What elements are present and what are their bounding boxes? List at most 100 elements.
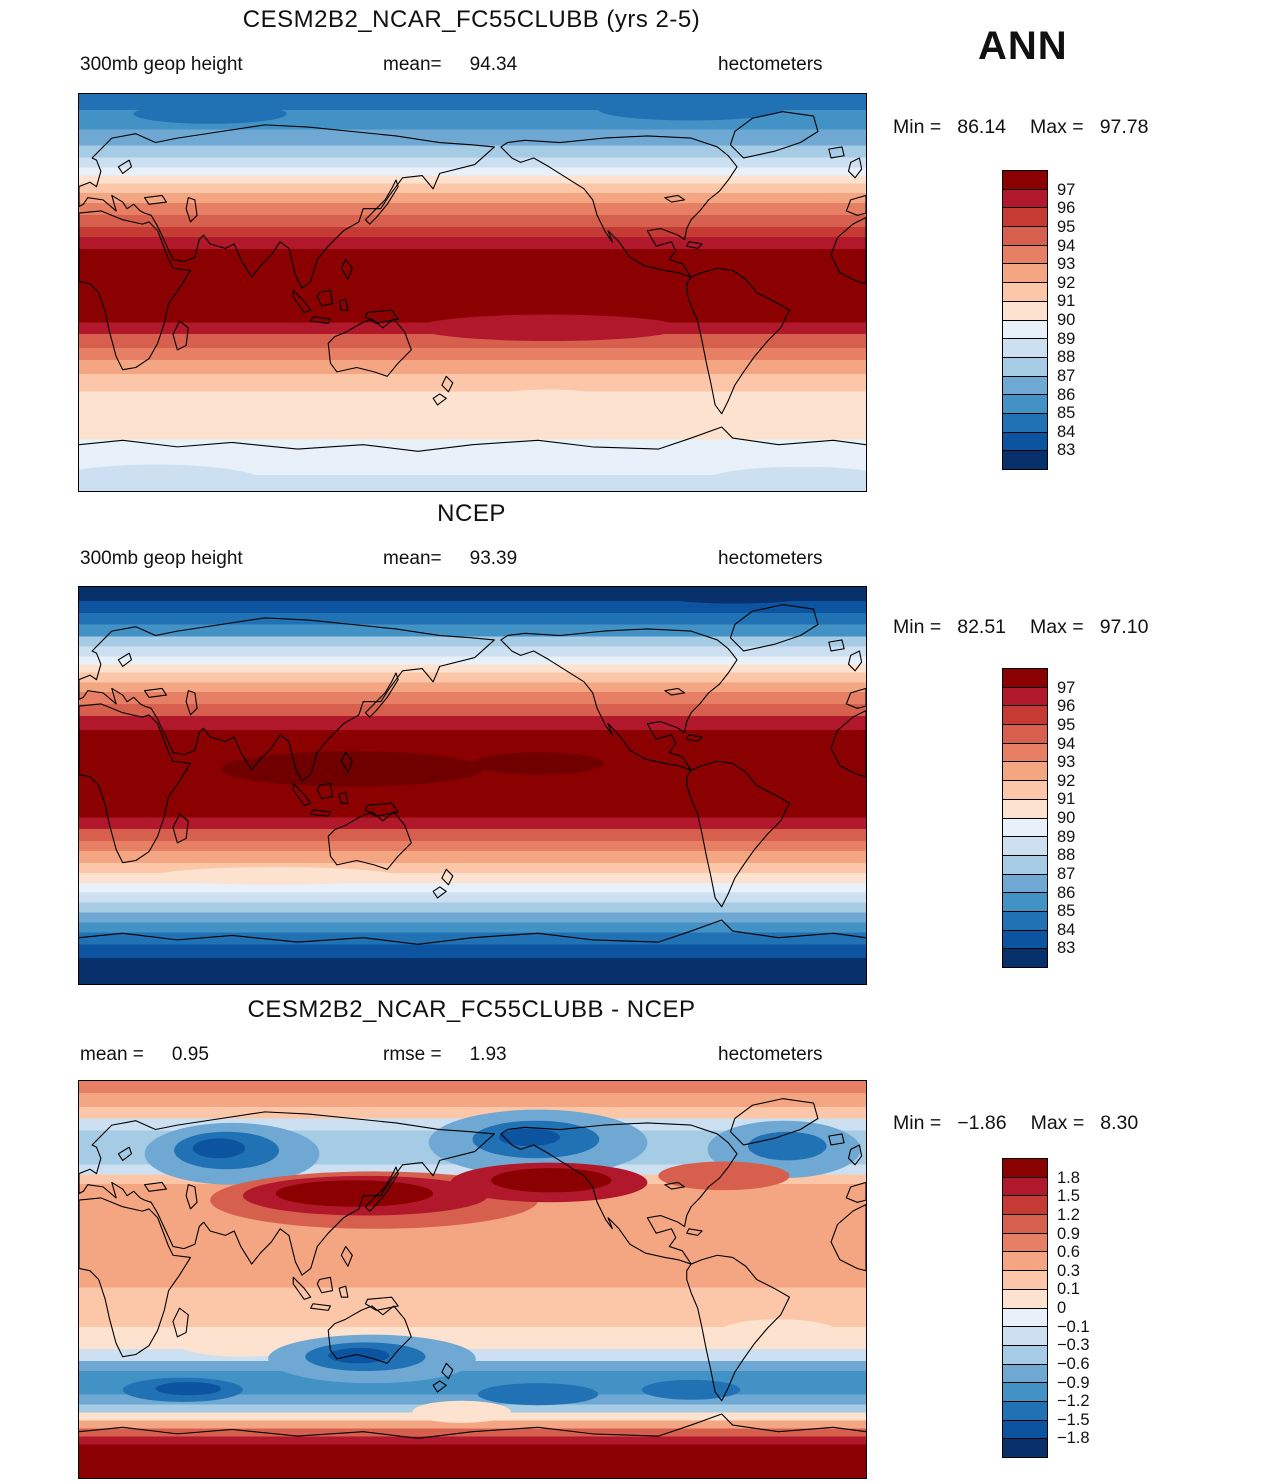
colorbar-cell: [1003, 705, 1047, 725]
colorbar-cell: [1003, 338, 1047, 357]
colorbar-tick-label: 93: [1057, 752, 1076, 771]
colorbar-tick-label: 1.8: [1057, 1168, 1080, 1187]
colorbar-tick-label: 83: [1057, 441, 1076, 460]
field-label: 300mb geop height: [80, 54, 243, 75]
colorbar-cell: [1003, 1159, 1047, 1177]
colorbar-tick-label: −0.9: [1057, 1373, 1090, 1392]
min-value: 86.14: [957, 116, 1007, 138]
colorbar-cell: [1003, 1270, 1047, 1289]
anomaly-blobs: [79, 98, 866, 491]
colorbar-tick-label: 94: [1057, 236, 1076, 255]
min-label: Min =: [893, 616, 942, 638]
world-map-svg: [79, 94, 866, 491]
colorbar-cell: [1003, 892, 1047, 911]
panel-title: NCEP: [437, 500, 506, 527]
colorbar-cell: [1003, 1214, 1047, 1233]
colorbar-cell: [1003, 1232, 1047, 1252]
colorbar-cell: [1003, 263, 1047, 283]
panel-title: CESM2B2_NCAR_FC55CLUBB (yrs 2-5): [242, 6, 701, 33]
colorbar-tick-label: 0.3: [1057, 1261, 1080, 1280]
colorbar-tick-label: 89: [1057, 827, 1076, 846]
colorbar: 97 96 95 94 93 92 91 90 89 88 87 86 85 84 83: [1002, 668, 1075, 968]
colorbar-cell: [1003, 412, 1047, 432]
colorbar-cell: [1003, 1363, 1047, 1383]
colorbar-tick-label: 86: [1057, 883, 1076, 902]
colorbar-tick-label: −1.5: [1057, 1410, 1090, 1429]
min-value: −1.86: [957, 1112, 1007, 1134]
field-fill: [79, 587, 866, 984]
colorbar-tick-label: 86: [1057, 385, 1076, 404]
colorbar-cell: [1003, 817, 1047, 837]
map-diff: [78, 1080, 867, 1479]
colorbar-cell: [1003, 742, 1047, 762]
colorbar-cell: [1003, 686, 1047, 706]
max-value: 97.10: [1099, 616, 1149, 638]
colorbar-tick-label: 88: [1057, 348, 1076, 366]
colorbar-cell: [1003, 910, 1047, 930]
world-map-svg: [79, 1081, 866, 1478]
colorbar-tick-label: 1.2: [1057, 1205, 1080, 1224]
colorbar-tick-label: 96: [1057, 199, 1076, 217]
colorbar-cell: [1003, 854, 1047, 874]
mean-label: mean =: [80, 1044, 144, 1065]
colorbar-cell: [1003, 836, 1047, 855]
world-map-svg: [79, 587, 866, 984]
min-label: Min =: [893, 1112, 942, 1134]
field-fill: [79, 94, 866, 491]
max-label: Max =: [1030, 116, 1084, 138]
colorbar-cell: [1003, 669, 1047, 687]
colorbar: 97 96 95 94 93 92 91 90 89 88 87 86 85 84 83: [1002, 170, 1075, 470]
colorbar-cell: [1003, 300, 1047, 320]
minmax-line: Min = 86.14 Max = 97.78: [893, 116, 1149, 139]
colorbar-tick-label: 1.5: [1057, 1187, 1080, 1205]
colorbar-cell: [1003, 1307, 1047, 1327]
colorbar-cell: [1003, 1326, 1047, 1345]
field-label: 300mb geop height: [80, 548, 243, 569]
colorbar-tick-label: 84: [1057, 920, 1076, 939]
colorbar-cell: [1003, 761, 1047, 781]
max-value: 8.30: [1100, 1112, 1139, 1134]
panel-obs: NCEP 300mb geop height mean= 93.39 hectom…: [0, 494, 1285, 988]
colorbar-cell: [1003, 319, 1047, 339]
colorbar-tick-label: 91: [1057, 790, 1076, 809]
max-label: Max =: [1030, 1112, 1085, 1134]
colorbar-tick-label: 0: [1057, 1298, 1067, 1317]
colorbar-tick-label: 95: [1057, 217, 1076, 236]
units-label: hectometers: [718, 548, 823, 569]
colorbar-cell: [1003, 226, 1047, 245]
colorbar-cell: [1003, 1400, 1047, 1420]
minmax-line: Min = 82.51 Max = 97.10: [893, 616, 1149, 639]
colorbar-tick-label: 97: [1057, 180, 1076, 199]
colorbar-cell: [1003, 1419, 1047, 1439]
anomaly-blobs: [155, 588, 812, 885]
colorbar-tick-label: 96: [1057, 697, 1076, 715]
minmax-line: Min = −1.86 Max = 8.30: [893, 1112, 1138, 1135]
rmse-value: 1.93: [469, 1044, 507, 1065]
mean-value: 93.39: [469, 548, 518, 569]
min-value: 82.51: [957, 616, 1007, 638]
colorbar-tick-label: −0.3: [1057, 1336, 1090, 1354]
colorbar-tick-label: 84: [1057, 422, 1076, 441]
colorbar-cell: [1003, 1438, 1047, 1457]
colorbar-tick-label: 92: [1057, 273, 1076, 292]
colorbar-tick-label: 0.9: [1057, 1224, 1080, 1243]
colorbar-cell: [1003, 780, 1047, 799]
panel-model: CESM2B2_NCAR_FC55CLUBB (yrs 2-5) 300mb g…: [0, 0, 1285, 494]
colorbar-cell: [1003, 356, 1047, 376]
colorbar-cell: [1003, 188, 1047, 208]
max-label: Max =: [1030, 616, 1084, 638]
colorbar-cell: [1003, 244, 1047, 264]
colorbar-cell: [1003, 1176, 1047, 1196]
colorbar-cell: [1003, 1344, 1047, 1364]
colorbar-tick-label: −0.1: [1057, 1317, 1090, 1336]
mean-value: 0.95: [171, 1044, 209, 1065]
colorbar-tick-label: 85: [1057, 403, 1076, 422]
colorbar-cell: [1003, 1195, 1047, 1215]
max-value: 97.78: [1099, 116, 1149, 138]
colorbar-cell: [1003, 431, 1047, 451]
colorbar-tick-label: 83: [1057, 939, 1076, 958]
panel-title: CESM2B2_NCAR_FC55CLUBB - NCEP: [247, 996, 696, 1023]
colorbar-tick-label: 85: [1057, 901, 1076, 920]
colorbar-tick-label: 90: [1057, 808, 1076, 827]
colorbar-tick-label: 89: [1057, 329, 1076, 348]
